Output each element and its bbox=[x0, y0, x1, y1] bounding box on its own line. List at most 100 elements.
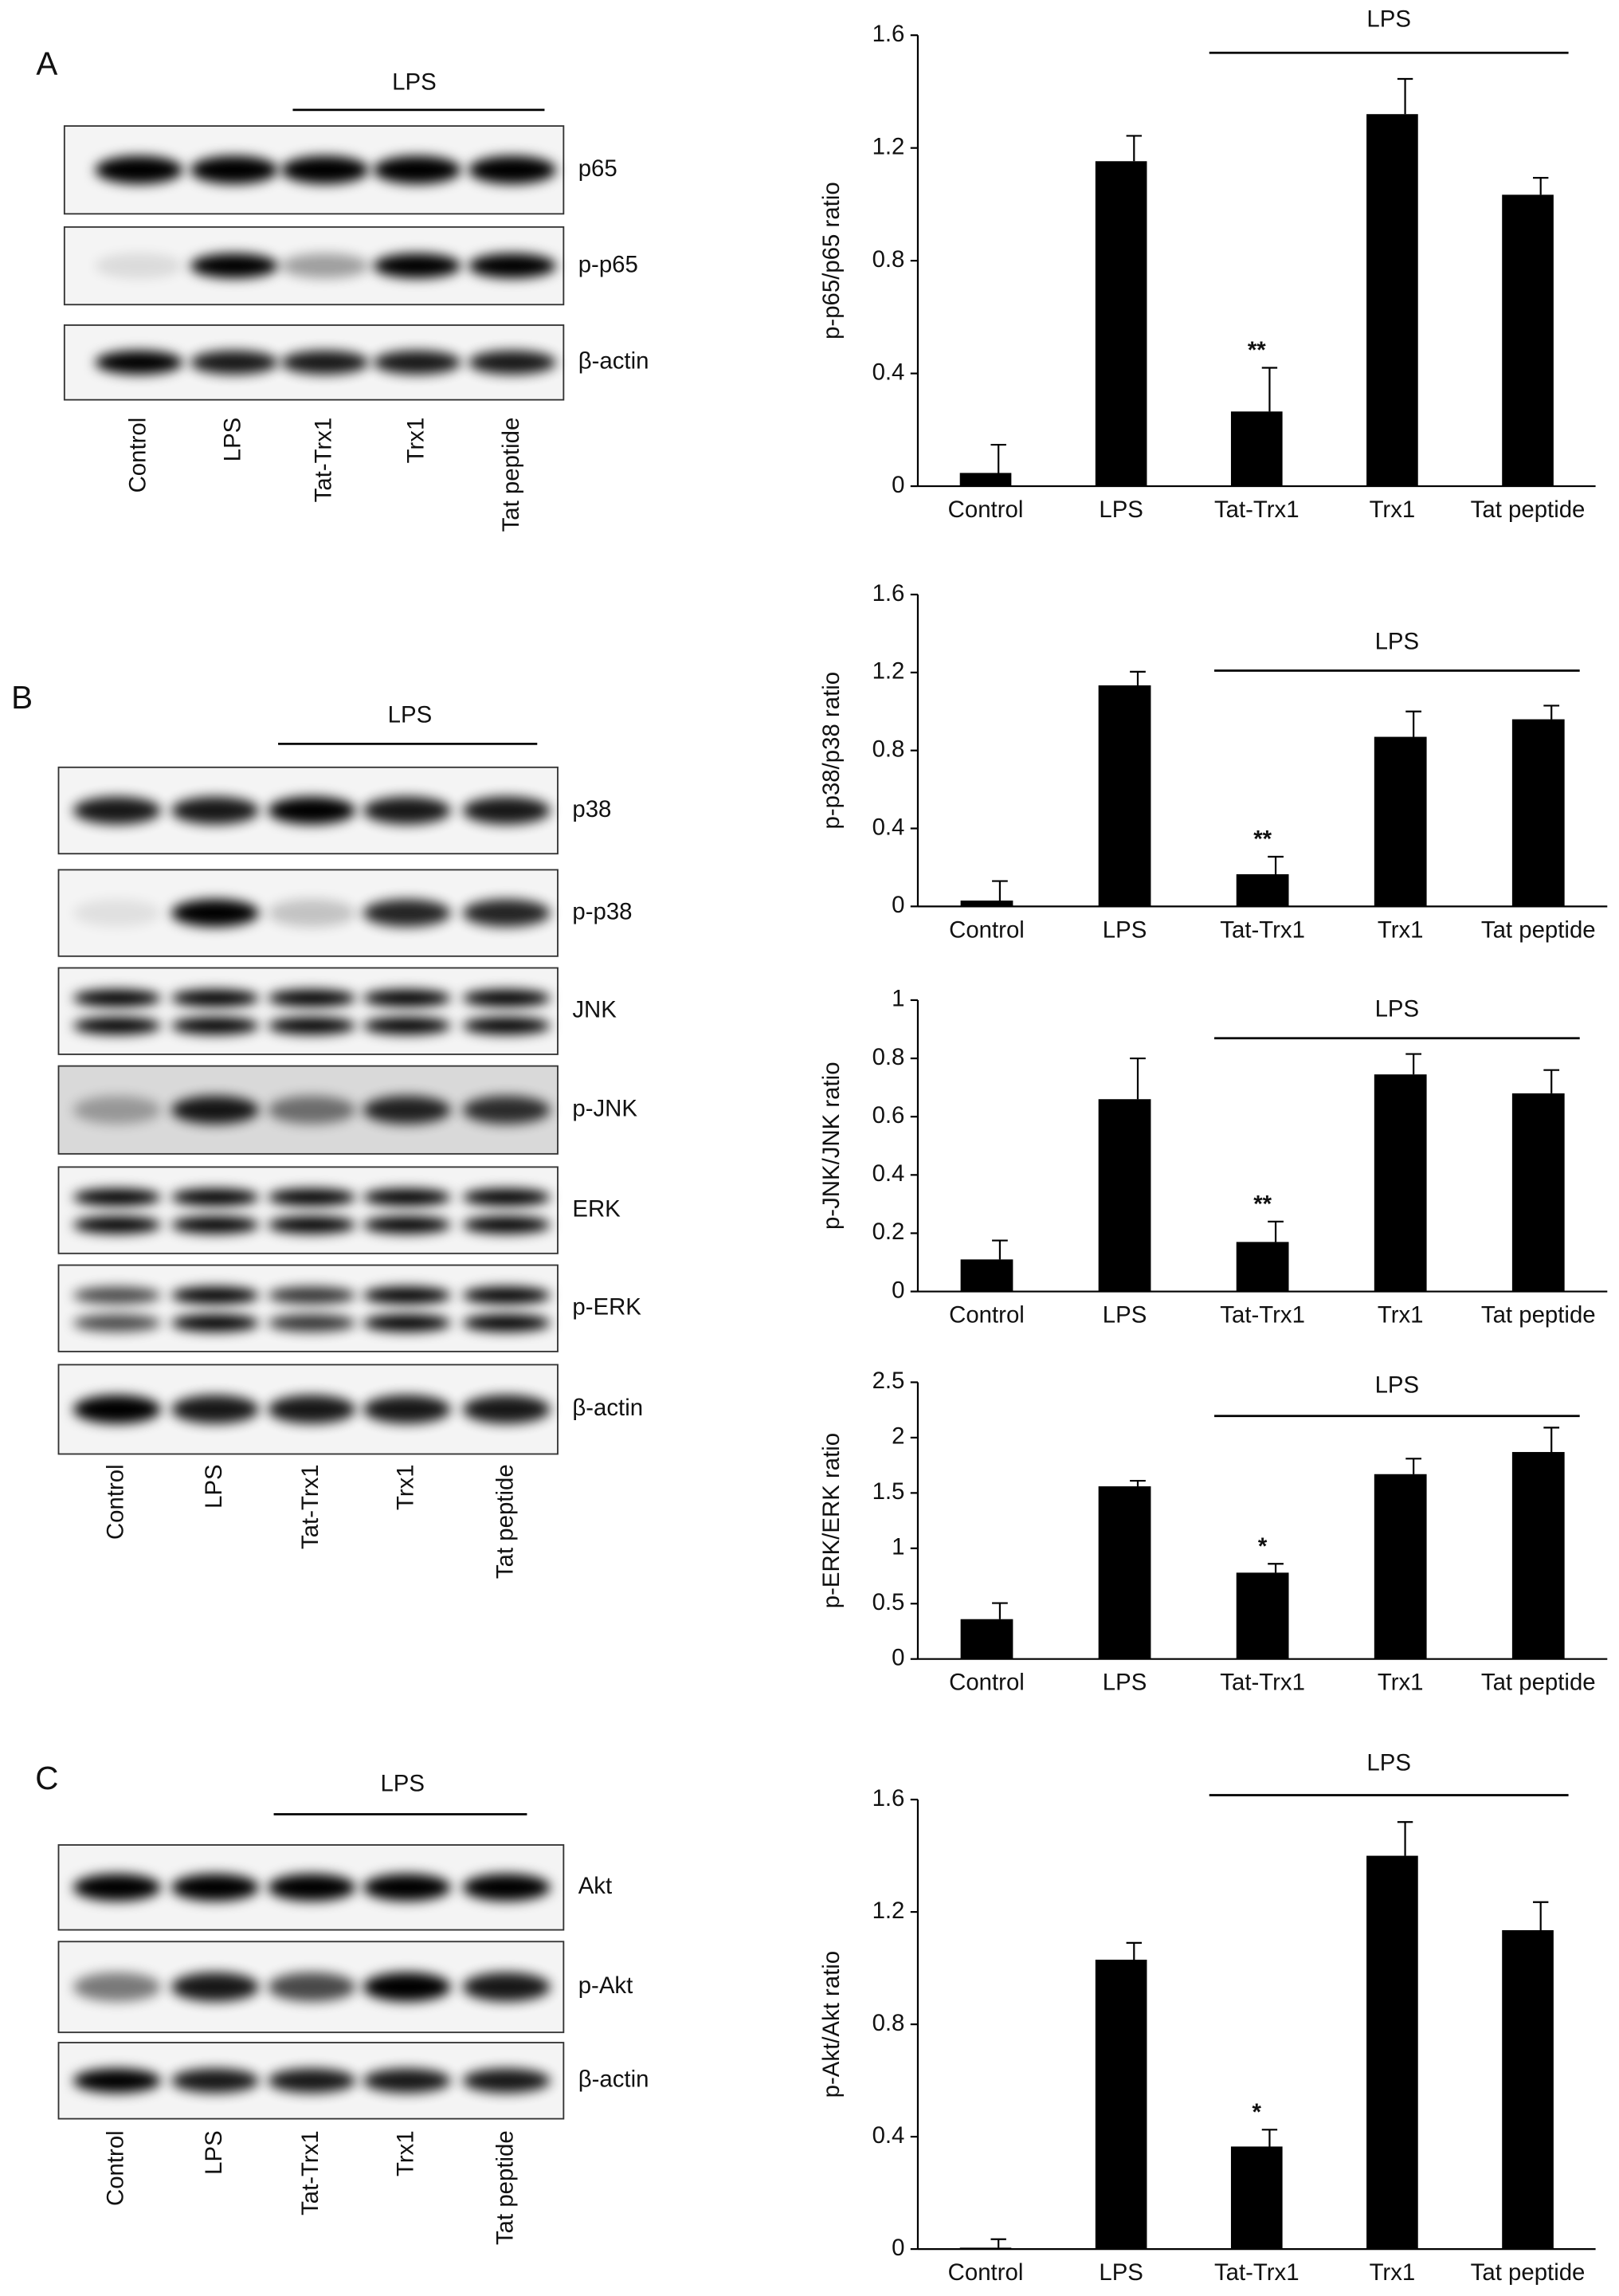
x-tick-label: Tat-Trx1 bbox=[1214, 496, 1300, 523]
band-label: JNK bbox=[572, 996, 617, 1022]
lane-label: Control bbox=[103, 2130, 129, 2206]
error-bar bbox=[1130, 1057, 1146, 1100]
blot-band bbox=[462, 1874, 551, 1902]
x-tick-label: Tat-Trx1 bbox=[1220, 1670, 1305, 1696]
error-bar bbox=[1397, 77, 1413, 115]
blot-band bbox=[95, 350, 183, 375]
y-axis-label: p-Akt/Akt ratio bbox=[818, 1951, 845, 2098]
blot-band bbox=[468, 350, 557, 375]
blot-strip bbox=[63, 226, 565, 306]
significance-label: ** bbox=[1248, 337, 1266, 363]
blot-band bbox=[268, 2068, 356, 2094]
band-label: β-actin bbox=[578, 2066, 649, 2093]
blot-strip bbox=[57, 1941, 565, 2034]
blot-band bbox=[373, 350, 461, 375]
bar bbox=[1366, 114, 1418, 487]
lane-label: Trx1 bbox=[402, 418, 429, 464]
x-tick-label: Control bbox=[949, 916, 1025, 943]
x-tick-label: Trx1 bbox=[1370, 496, 1416, 523]
bar bbox=[959, 473, 1012, 487]
lane-label: Tat-Trx1 bbox=[311, 418, 337, 503]
blot-strip bbox=[57, 1065, 559, 1155]
panel-label: B bbox=[11, 679, 33, 716]
error-bar bbox=[1261, 2129, 1278, 2147]
blot-band bbox=[462, 1395, 551, 1424]
bar bbox=[1098, 685, 1151, 907]
x-tick-label: LPS bbox=[1099, 496, 1143, 523]
blot-band bbox=[95, 155, 183, 184]
panel-label: C bbox=[35, 1760, 58, 1796]
blot-band bbox=[373, 253, 461, 279]
x-tick-label: Tat peptide bbox=[1481, 1670, 1596, 1696]
band-label: p-Akt bbox=[578, 1972, 633, 1999]
x-tick-label: Control bbox=[948, 496, 1024, 523]
blot-band bbox=[462, 1188, 551, 1207]
bar bbox=[960, 1259, 1013, 1292]
bracket-label: LPS bbox=[1366, 6, 1411, 33]
blot-band bbox=[171, 899, 260, 927]
band-label: p-p65 bbox=[578, 251, 638, 277]
blot-band bbox=[363, 1314, 451, 1332]
blot-band bbox=[73, 1395, 162, 1424]
error-bar bbox=[1397, 1821, 1413, 1856]
y-tick-label: 0.4 bbox=[872, 814, 905, 840]
error-bar bbox=[1261, 367, 1278, 412]
error-bar bbox=[1543, 1069, 1560, 1093]
error-bar bbox=[1543, 704, 1560, 720]
bar bbox=[1098, 1099, 1151, 1292]
bar bbox=[1230, 2146, 1283, 2250]
blot-band bbox=[462, 1216, 551, 1234]
bar bbox=[1098, 1486, 1151, 1659]
blot-band bbox=[73, 1096, 162, 1124]
error-bar bbox=[1126, 135, 1143, 162]
blot-band bbox=[373, 155, 461, 184]
y-tick-label: 1.2 bbox=[872, 133, 905, 159]
blot-band bbox=[171, 1188, 260, 1207]
lane-label: Tat-Trx1 bbox=[297, 2130, 323, 2216]
blot-strip bbox=[57, 967, 559, 1055]
y-tick-label: 1 bbox=[892, 1534, 904, 1560]
blot-band bbox=[363, 899, 451, 927]
y-tick-label: 2.5 bbox=[872, 1368, 905, 1394]
bar bbox=[1511, 719, 1565, 907]
blot-band bbox=[73, 1314, 162, 1332]
error-bar bbox=[1405, 1053, 1422, 1075]
error-bar bbox=[1130, 1479, 1146, 1487]
blot-band bbox=[268, 1395, 356, 1424]
blot-band bbox=[268, 1972, 356, 2002]
significance-label: * bbox=[1252, 2099, 1262, 2125]
bracket-label: LPS bbox=[1366, 1750, 1411, 1776]
y-tick-label: 0 bbox=[892, 2235, 904, 2261]
y-axis-label: p-p38/p38 ratio bbox=[818, 672, 845, 830]
blot-strip bbox=[57, 869, 559, 957]
bracket-label: LPS bbox=[1375, 628, 1420, 654]
x-tick-label: LPS bbox=[1103, 1302, 1147, 1329]
blot-band bbox=[171, 1395, 260, 1424]
error-bar bbox=[1268, 855, 1284, 874]
blot-band bbox=[73, 1286, 162, 1305]
blot-band bbox=[462, 1017, 551, 1034]
y-tick-label: 0.4 bbox=[872, 2122, 905, 2149]
blot-band bbox=[363, 1096, 451, 1124]
blot-band bbox=[171, 1216, 260, 1234]
bar bbox=[960, 901, 1013, 907]
blot-band bbox=[363, 1972, 451, 2002]
lane-label: Tat peptide bbox=[492, 2130, 518, 2245]
x-tick-label: LPS bbox=[1103, 916, 1147, 943]
y-tick-label: 0.8 bbox=[872, 736, 905, 762]
error-bar bbox=[992, 1239, 1008, 1260]
blot-band bbox=[280, 155, 369, 184]
bracket-label: LPS bbox=[1375, 1372, 1420, 1399]
bar bbox=[1374, 1474, 1427, 1659]
band-label: p65 bbox=[578, 155, 617, 182]
x-tick-label: Tat peptide bbox=[1471, 2259, 1586, 2286]
significance-label: ** bbox=[1253, 1191, 1272, 1217]
error-bar bbox=[1268, 1563, 1284, 1573]
y-tick-label: 0.4 bbox=[872, 359, 905, 385]
bar bbox=[1236, 1572, 1289, 1659]
x-tick-label: Trx1 bbox=[1370, 2259, 1416, 2286]
y-tick-label: 1.2 bbox=[872, 658, 905, 685]
bar bbox=[1095, 1960, 1147, 2250]
